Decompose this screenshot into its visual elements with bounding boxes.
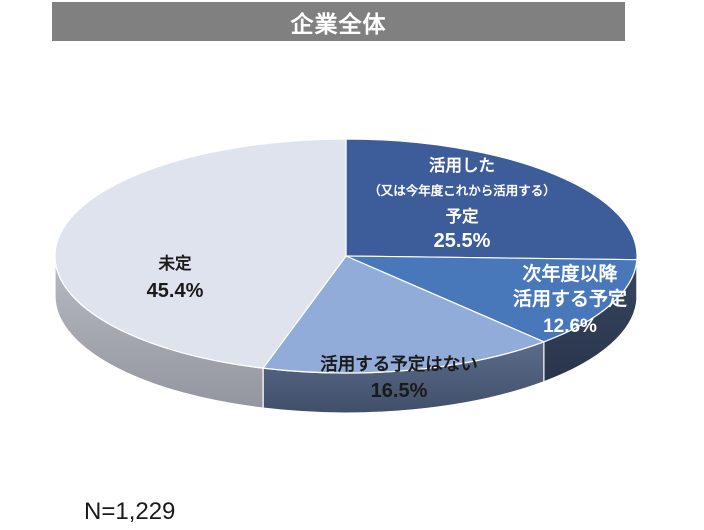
svg-text:未定: 未定 [159,253,193,273]
svg-text:活用した: 活用した [429,155,495,175]
svg-text:予定: 予定 [446,206,480,226]
svg-text:次年度以降: 次年度以降 [522,262,618,285]
svg-text:12.6%: 12.6% [543,316,597,337]
svg-text:活用する予定はない: 活用する予定はない [320,354,478,374]
svg-text:25.5%: 25.5% [434,230,491,252]
svg-text:（又は今年度これから活用する）: （又は今年度これから活用する） [368,183,556,198]
svg-text:45.4%: 45.4% [147,280,204,302]
svg-text:活用する予定: 活用する予定 [513,287,627,310]
svg-text:16.5%: 16.5% [371,380,428,402]
